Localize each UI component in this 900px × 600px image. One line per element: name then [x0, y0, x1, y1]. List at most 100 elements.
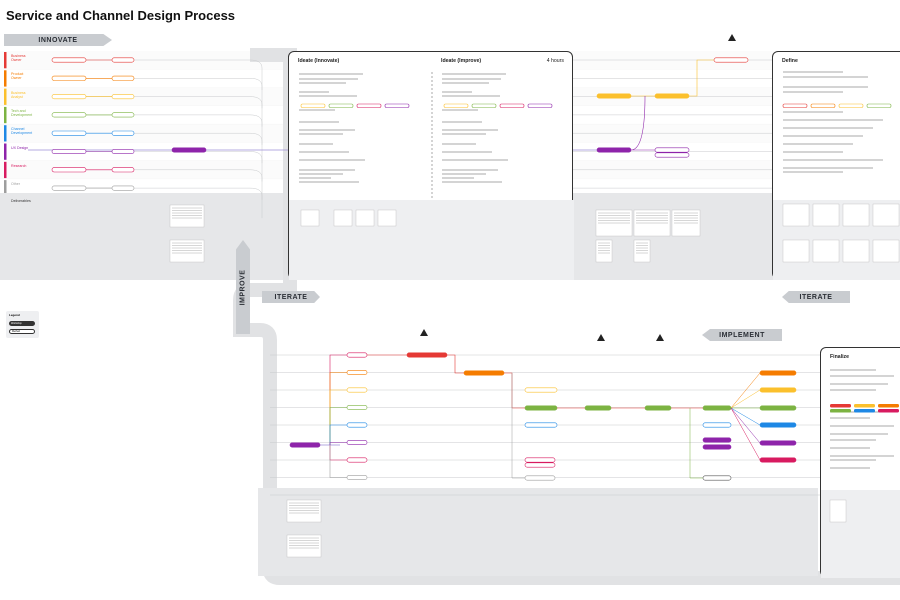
deliverable-thumbnail [300, 209, 320, 227]
deliverable-thumbnail [842, 203, 870, 227]
track-line [60, 96, 263, 127]
role-row-marker [4, 88, 7, 105]
deliverable-thumbnail [355, 209, 375, 227]
track-line [60, 151, 263, 182]
process-node [346, 352, 368, 358]
legend-method: Method [9, 329, 35, 334]
role-label: UX Design [11, 145, 29, 150]
deliverable-thumbnail [169, 204, 205, 228]
node-connector [367, 354, 703, 409]
stage-iterate-right-label: ITERATE [799, 293, 833, 301]
warning-icon [597, 334, 605, 341]
role-row-marker [4, 106, 7, 124]
panel-ideate: Ideate (Innovate) Ideate (Improve) 4 hou… [288, 51, 574, 280]
warning-icon [420, 329, 428, 336]
role-tag [356, 103, 382, 108]
bottom-deliverables-band [258, 488, 818, 576]
process-node [584, 405, 612, 411]
deliverable-thumbnail [286, 534, 322, 558]
process-node [51, 130, 87, 136]
process-node [759, 370, 797, 376]
node-connector [730, 407, 761, 461]
node-connector [730, 407, 761, 426]
process-node [289, 442, 321, 448]
process-node [111, 130, 135, 136]
process-node [111, 112, 135, 118]
node-connector [689, 408, 703, 479]
role-label: Other [11, 182, 20, 187]
process-node [346, 404, 368, 410]
process-node [346, 422, 368, 428]
role-tag [443, 103, 469, 108]
node-connector [329, 445, 347, 478]
node-connector [631, 59, 714, 97]
process-node [171, 147, 207, 153]
panel-finalize-title: Finalize [830, 354, 850, 360]
role-tag [499, 103, 525, 108]
node-connector [630, 95, 655, 151]
panel-finalize: Finalize [820, 347, 900, 578]
track-line [60, 59, 263, 90]
deliverable-thumbnail [595, 239, 613, 263]
node-connector [329, 389, 347, 445]
stage-improve: IMPROVE [236, 240, 250, 334]
stage-innovate: INNOVATE [4, 34, 112, 46]
node-connector [329, 424, 347, 445]
process-node [654, 93, 690, 99]
process-node [111, 75, 135, 81]
stage-innovate-label: INNOVATE [38, 36, 78, 44]
role-tag [471, 103, 497, 108]
role-tag [830, 404, 851, 408]
stage-iterate-left: ITERATE [262, 291, 320, 303]
deliverable-thumbnail [633, 239, 651, 263]
node-connector [511, 373, 525, 479]
role-tag [384, 103, 410, 108]
process-node [702, 405, 732, 411]
role-tag [300, 103, 326, 108]
role-tag [838, 103, 864, 108]
role-label: Product Owner [11, 72, 24, 81]
role-label: Channel Development [11, 127, 33, 136]
process-node [51, 167, 87, 173]
process-node [51, 149, 87, 155]
stage-implement: IMPLEMENT [702, 329, 782, 341]
process-node [111, 185, 135, 191]
legend-title: Legend [9, 313, 20, 317]
node-connector [329, 442, 347, 445]
role-tag [878, 404, 899, 408]
role-tag [866, 103, 892, 108]
workflow-nodes [51, 34, 797, 558]
deliverable-thumbnail [782, 239, 810, 263]
warning-icon [728, 34, 736, 41]
track-line [60, 132, 263, 164]
deliverable-thumbnail [782, 203, 810, 227]
role-row-marker [4, 70, 7, 87]
process-node [713, 57, 749, 63]
panel-finalize-content [821, 369, 900, 578]
panel-ideate-duration: 4 hours [546, 58, 564, 64]
deliverable-thumbnail [812, 203, 840, 227]
process-node [524, 457, 556, 463]
process-node [406, 352, 448, 358]
process-node [51, 57, 87, 63]
role-tag [854, 409, 875, 413]
track-line [60, 78, 263, 109]
role-tag [878, 409, 899, 413]
process-node [51, 185, 87, 191]
deliverable-thumbnail [829, 499, 847, 523]
node-connector [329, 445, 347, 461]
node-connector [730, 372, 761, 409]
process-node [111, 94, 135, 100]
process-node [702, 422, 732, 428]
stage-iterate-right: ITERATE [782, 291, 850, 303]
process-node [702, 444, 732, 450]
panel-define-content [773, 71, 900, 280]
role-row-marker [4, 52, 7, 69]
process-node [463, 370, 505, 376]
process-node [51, 75, 87, 81]
node-connector [329, 407, 347, 445]
process-node [759, 440, 797, 446]
track-line [60, 169, 263, 200]
role-row-marker [4, 125, 7, 142]
